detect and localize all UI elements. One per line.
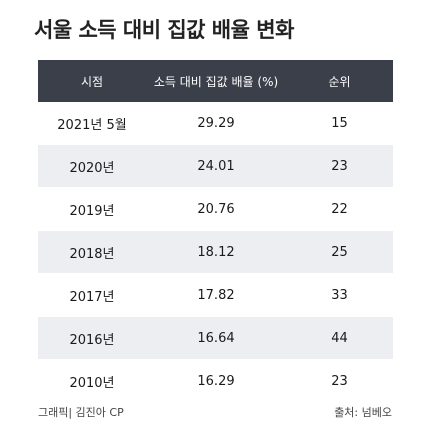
column-header-rank: 순위 [286, 60, 393, 102]
table-row: 2016년 16.64 44 [38, 316, 393, 360]
table-row: 2020년 24.01 23 [38, 144, 393, 188]
table-row: 2010년 16.29 23 [38, 359, 393, 403]
cell-ratio: 16.29 [146, 359, 286, 403]
cell-period: 2019년 [38, 187, 146, 231]
cell-period: 2018년 [38, 230, 146, 274]
cell-ratio: 16.64 [146, 316, 286, 360]
table-body: 2021년 5월 29.29 15 2020년 24.01 23 2019년 20.76 22 2… [38, 102, 393, 403]
graphic-credit: 그래픽| 김진아 CP [38, 406, 124, 419]
cell-ratio: 17.82 [146, 273, 286, 317]
source-note: 출처: 넘베오 [334, 406, 392, 419]
cell-rank: 25 [286, 230, 393, 274]
cell-period: 2016년 [38, 316, 146, 360]
table-row: 2021년 5월 29.29 15 [38, 102, 393, 145]
cell-rank: 33 [286, 273, 393, 317]
cell-ratio: 29.29 [146, 102, 286, 145]
table-header-row: 시점 소득 대비 집값 배율 (%) 순위 [38, 60, 393, 102]
cell-rank: 44 [286, 316, 393, 360]
cell-rank: 22 [286, 187, 393, 231]
cell-period: 2020년 [38, 144, 146, 188]
column-header-ratio: 소득 대비 집값 배율 (%) [146, 60, 286, 102]
cell-rank: 23 [286, 359, 393, 403]
cell-period: 2010년 [38, 359, 146, 403]
cell-ratio: 24.01 [146, 144, 286, 188]
cell-ratio: 18.12 [146, 230, 286, 274]
cell-ratio: 20.76 [146, 187, 286, 231]
cell-period: 2017년 [38, 273, 146, 317]
chart-title: 서울 소득 대비 집값 배율 변화 [34, 18, 294, 42]
cell-period: 2021년 5월 [38, 102, 146, 145]
data-table: 시점 소득 대비 집값 배율 (%) 순위 2021년 5월 29.29 15 202… [38, 60, 393, 403]
cell-rank: 15 [286, 102, 393, 145]
table-row: 2017년 17.82 33 [38, 273, 393, 317]
cell-rank: 23 [286, 144, 393, 188]
table-row: 2019년 20.76 22 [38, 187, 393, 231]
table-row: 2018년 18.12 25 [38, 230, 393, 274]
column-header-period: 시점 [38, 60, 146, 102]
